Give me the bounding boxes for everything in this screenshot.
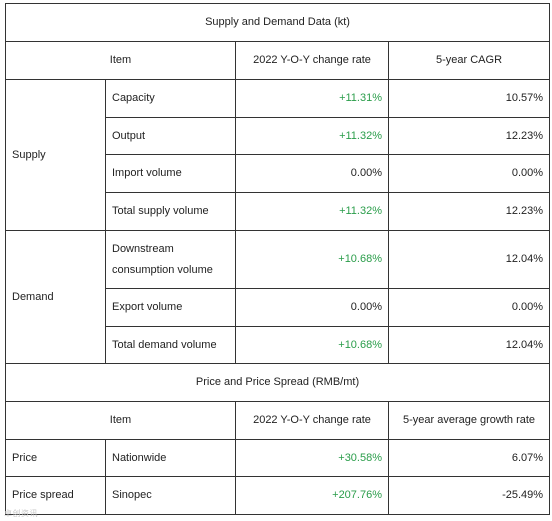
row-cagr: 0.00% <box>387 288 551 327</box>
table-row: Export volume 0.00% 0.00% <box>6 288 551 327</box>
header-cagr: 5-year CAGR <box>387 41 551 80</box>
row-cagr: 12.04% <box>387 326 551 364</box>
table-row: Import volume 0.00% 0.00% <box>6 154 551 193</box>
header-item: Item <box>5 41 236 80</box>
table-row: Supply Capacity +11.31% 10.57% <box>5 79 551 231</box>
row-item: Export volume <box>105 288 236 327</box>
group-label-price: Price <box>5 439 106 477</box>
table-header-row: Item 2022 Y-O-Y change rate 5-year CAGR <box>5 41 551 80</box>
row-yoy: +207.76% <box>235 476 389 515</box>
row-yoy: +11.32% <box>235 192 389 231</box>
header-yoy: 2022 Y-O-Y change rate <box>235 401 389 440</box>
table-header-row: Item 2022 Y-O-Y change rate 5-year avera… <box>5 401 551 440</box>
row-yoy: +10.68% <box>235 230 389 289</box>
watermark: 卓创资讯 <box>4 509 38 518</box>
section-title-row: Supply and Demand Data (kt) <box>4 3 551 42</box>
row-avg: 6.07% <box>387 439 551 477</box>
data-table: Supply and Demand Data (kt) Item 2022 Y-… <box>4 3 551 515</box>
row-yoy: +11.31% <box>235 79 389 118</box>
row-cagr: 12.23% <box>387 192 551 231</box>
table-row: Total supply volume +11.32% 12.23% <box>6 192 551 231</box>
group-label-supply: Supply <box>5 79 106 231</box>
price-spread-title: Price and Price Spread (RMB/mt) <box>4 363 551 402</box>
row-yoy: +11.32% <box>235 117 389 155</box>
group-label-price-spread: Price spread <box>5 476 106 515</box>
row-item: Total demand volume <box>105 326 236 364</box>
row-item: Total supply volume <box>105 192 236 231</box>
row-cagr: 0.00% <box>387 154 551 193</box>
row-item: Sinopec <box>105 476 236 515</box>
row-yoy: +10.68% <box>235 326 389 364</box>
row-item: Nationwide <box>105 439 236 477</box>
group-label-demand: Demand <box>5 230 106 364</box>
supply-demand-title: Supply and Demand Data (kt) <box>4 3 551 42</box>
table-row: Demand Downstream consumption volume +10… <box>5 230 551 364</box>
row-cagr: 10.57% <box>387 79 551 118</box>
header-yoy: 2022 Y-O-Y change rate <box>235 41 389 80</box>
row-item: Output <box>105 117 236 155</box>
row-item: Capacity <box>105 79 236 118</box>
table-row: Total demand volume +10.68% 12.04% <box>6 326 551 364</box>
row-item: Import volume <box>105 154 236 193</box>
header-item: Item <box>5 401 236 440</box>
row-yoy: 0.00% <box>235 154 389 193</box>
table-row: Price spread Sinopec +207.76% -25.49% <box>5 476 551 515</box>
row-cagr: 12.23% <box>387 117 551 155</box>
row-cagr: 12.04% <box>387 230 551 289</box>
table-row: Output +11.32% 12.23% <box>6 117 551 155</box>
row-yoy: +30.58% <box>235 439 389 477</box>
row-yoy: 0.00% <box>235 288 389 327</box>
row-avg: -25.49% <box>387 476 551 515</box>
table-row: Price Nationwide +30.58% 6.07% <box>5 439 551 477</box>
row-item: Downstream consumption volume <box>105 230 236 289</box>
header-avg-growth: 5-year average growth rate <box>387 401 551 440</box>
section-title-row: Price and Price Spread (RMB/mt) <box>4 363 551 402</box>
